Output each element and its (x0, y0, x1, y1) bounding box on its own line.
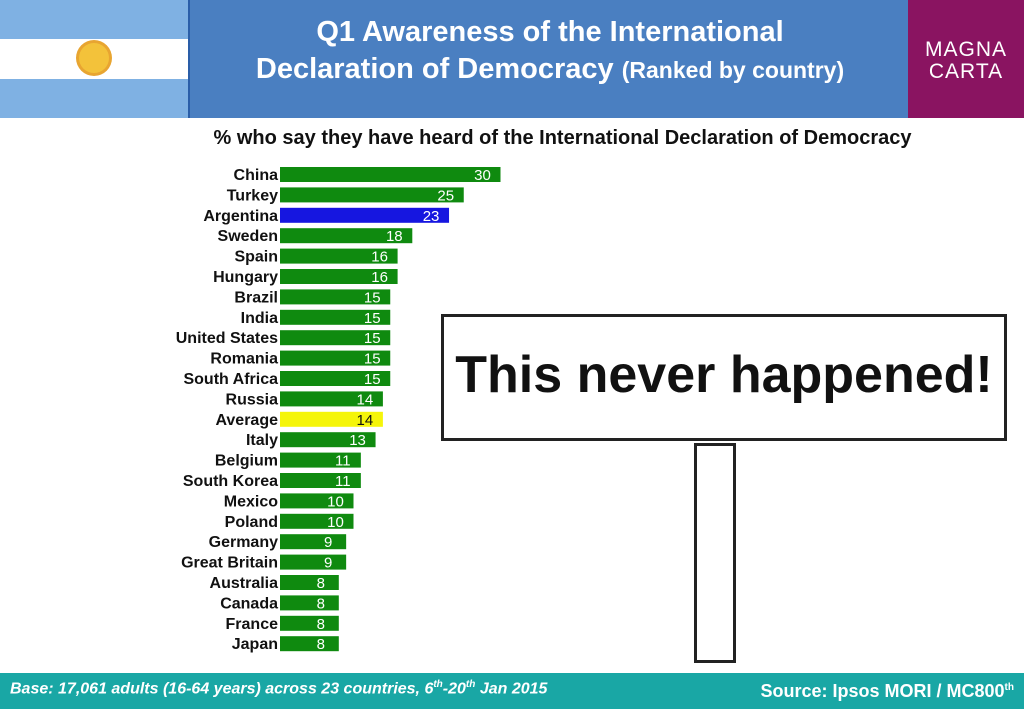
bar-spain (280, 248, 398, 264)
magna-carta-logo: MAGNA CARTA (908, 0, 1024, 118)
data-label: 16 (371, 269, 388, 286)
bar-russia (280, 391, 383, 407)
category-label: Poland (225, 514, 278, 531)
data-label: 9 (324, 555, 332, 572)
category-label: Argentina (203, 208, 278, 225)
category-label: Japan (232, 636, 278, 653)
bar-romania (280, 350, 391, 366)
category-label: Average (215, 412, 278, 429)
base-note: Base: 17,061 adults (16-64 years) across… (10, 679, 548, 698)
data-label: 15 (364, 310, 381, 327)
bar-south-korea (280, 473, 361, 488)
argentina-flag-icon (0, 0, 190, 118)
category-label: Belgium (215, 453, 278, 470)
data-label: 11 (335, 453, 351, 470)
bar-united-states (280, 330, 391, 346)
title-suffix: (Ranked by country) (621, 57, 845, 83)
bar-mexico (280, 493, 354, 509)
data-label: 18 (386, 228, 403, 245)
category-label: China (234, 167, 279, 184)
data-label: 23 (423, 208, 440, 225)
data-label: 10 (327, 514, 344, 531)
category-label: France (226, 616, 279, 633)
logo-line-1: MAGNA (924, 38, 1007, 61)
sign-text: This never happened! (455, 346, 993, 404)
bar-japan (280, 636, 339, 652)
category-label: Canada (220, 595, 278, 612)
bar-germany (280, 534, 347, 550)
footer-bar: Base: 17,061 adults (16-64 years) across… (0, 673, 1024, 709)
category-label: Brazil (234, 289, 278, 306)
title-line-2: Declaration of Democracy (255, 53, 614, 85)
bar-chart: China 30 Turkey 25 Argentina 23 Sweden 18 Spain 1… (176, 167, 501, 653)
category-label: India (241, 310, 278, 327)
data-label: 8 (317, 575, 325, 592)
data-label: 10 (327, 493, 344, 510)
data-label: 8 (317, 616, 325, 633)
data-label: 15 (364, 351, 381, 368)
category-label: Spain (234, 249, 278, 266)
category-label: Turkey (227, 187, 278, 204)
data-label: 15 (364, 289, 381, 306)
category-label: Italy (246, 432, 278, 449)
category-label: United States (176, 330, 278, 347)
logo-line-2: CARTA (928, 60, 1004, 83)
bar-great-britain (280, 554, 347, 570)
source-note: Source: Ipsos MORI / MC800th (760, 681, 1014, 701)
data-label: 16 (371, 249, 388, 266)
bar-brazil (280, 289, 391, 305)
bar-australia (280, 575, 339, 590)
data-label: 8 (317, 595, 325, 612)
data-label: 15 (364, 371, 381, 388)
sign-board: This never happened! (441, 314, 1007, 441)
category-label: Romania (210, 351, 278, 368)
bar-argentina (280, 207, 450, 223)
category-label: Hungary (213, 269, 278, 286)
data-label: 30 (474, 167, 491, 184)
bar-turkey (280, 187, 464, 203)
data-label: 9 (324, 534, 332, 551)
sun-icon (79, 43, 109, 73)
header-banner: Q1 Awareness of the International Declar… (0, 0, 1024, 118)
bar-average (280, 411, 383, 427)
bar-belgium (280, 452, 361, 468)
category-label: Australia (210, 575, 279, 592)
data-label: 25 (437, 187, 454, 204)
bar-hungary (280, 269, 398, 284)
chart-title: % who say they have heard of the Interna… (213, 127, 912, 149)
category-label: Russia (226, 391, 279, 408)
sign-post (694, 443, 736, 663)
bar-sweden (280, 228, 413, 244)
data-label: 15 (364, 330, 381, 347)
bar-china (280, 167, 501, 182)
category-label: Mexico (224, 493, 278, 510)
bar-canada (280, 595, 339, 611)
bar-south-africa (280, 371, 391, 386)
data-label: 8 (317, 636, 325, 653)
page-title: Q1 Awareness of the International Declar… (192, 14, 908, 89)
category-label: Germany (209, 534, 278, 551)
data-label: 13 (349, 432, 366, 449)
bar-india (280, 309, 391, 325)
bar-france (280, 615, 339, 631)
data-label: 14 (357, 391, 374, 408)
data-label: 11 (335, 473, 351, 490)
category-label: South Korea (183, 473, 278, 490)
category-label: Sweden (218, 228, 278, 245)
bar-italy (280, 432, 376, 448)
category-label: Great Britain (181, 555, 278, 572)
category-label: South Africa (183, 371, 278, 388)
data-label: 14 (357, 412, 374, 429)
bar-poland (280, 513, 354, 529)
title-line-1: Q1 Awareness of the International (316, 16, 784, 48)
